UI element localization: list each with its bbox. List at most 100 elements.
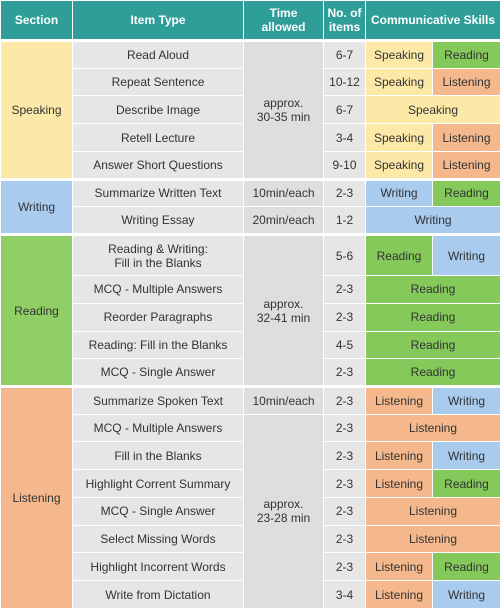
skill: Reading [431,469,500,498]
skill: Listening [364,413,500,443]
item-type: Summarize Written Text [72,177,244,208]
item-count: 3-4 [323,123,366,152]
skill: Listening [365,469,433,498]
time-allowed: approx. 30-35 min [243,39,324,180]
item-count: 1-2 [323,206,366,236]
table-row: Describe Image 6-7 Speaking [1,95,500,125]
skill: Speaking [365,67,433,97]
table-row: Highlight Corrent Summary 2-3 Listening Rea… [1,469,500,498]
time-allowed: 10min/each [243,384,324,415]
table-row: Retell Lecture 3-4 Speaking Listening [1,123,500,152]
header-cell: Communicative Skills [364,0,500,41]
header-cell: Section [0,0,73,41]
skill: Reading [431,39,500,69]
item-type: Reading: Fill in the Blanks [72,330,244,360]
skill: Listening [431,123,500,152]
table-row: Repeat Sentence 10-12 Speaking Listening [1,67,500,97]
item-type: Highlight Incorrent Words [72,552,244,582]
skill: Reading [431,552,500,582]
item-count: 10-12 [323,67,366,97]
item-count: 2-3 [323,275,366,304]
table-body: Speaking Read Aloud approx. 30-35 min 6-7 Sp… [0,39,500,609]
item-count: 2-3 [323,177,366,208]
table-row: Writing Essay 20min/each 1-2 Writing [1,206,500,236]
skill: Listening [431,67,500,97]
header-cell: Item Type [72,0,244,41]
skill: Reading [365,233,433,277]
table-row: Reading Reading & Writing: Fill in the Bl… [0,233,500,387]
item-type: Select Missing Words [72,524,244,554]
item-type: MCQ - Multiple Answers [72,413,244,443]
skill: Writing [431,233,500,277]
table-row: Listening Summarize Spoken Text 10min/each… [0,384,500,609]
item-count: 2-3 [323,413,366,443]
item-count: 6-7 [323,95,366,125]
skill: Listening [365,552,433,582]
skill: Listening [431,150,500,180]
time-allowed: approx. 32-41 min [243,233,324,387]
section-cell: Reading [0,233,73,387]
item-type: Fill in the Blanks [72,441,244,471]
section-cell: Speaking [0,39,73,180]
skill: Listening [365,580,433,609]
table-row: MCQ - Single Answer 2-3 Listening [1,496,500,526]
item-count: 3-4 [323,580,366,609]
skill: Writing [364,206,500,236]
header-cell: Time allowed [243,0,324,41]
item-count: 2-3 [323,469,366,498]
table-row: MCQ - Multiple Answers approx. 23-28 min 2… [1,413,500,609]
table-row: Writing Summarize Written Text 10min/each 2… [0,177,500,236]
skill: Listening [364,496,500,526]
time-allowed: 10min/each [243,177,324,208]
item-count: 2-3 [323,358,366,387]
section-cell: Listening [0,384,73,609]
item-type: Read Aloud [72,39,244,69]
skill: Writing [431,441,500,471]
item-type: Describe Image [72,95,244,125]
item-count: 2-3 [323,441,366,471]
skill: Speaking [364,95,500,125]
item-type: MCQ - Single Answer [72,496,244,526]
item-type: Reading & Writing: Fill in the Blanks [72,233,244,277]
skill: Reading [431,177,500,208]
item-type: Write from Dictation [72,580,244,609]
item-count: 2-3 [323,302,366,332]
time-allowed: approx. 23-28 min [243,413,324,609]
skill: Writing [365,177,433,208]
skill: Listening [365,384,433,415]
section-cell: Writing [0,177,73,236]
item-count: 2-3 [323,552,366,582]
table-row: Fill in the Blanks 2-3 Listening Writing [1,441,500,471]
item-count: 4-5 [323,330,366,360]
skill: Writing [431,580,500,609]
skill: Speaking [365,150,433,180]
header-cell: No. of items [323,0,366,41]
table-row: Speaking Read Aloud approx. 30-35 min 6-7 Sp… [0,39,500,180]
skill: Reading [364,330,500,360]
skill: Reading [364,275,500,304]
item-type: Summarize Spoken Text [72,384,244,415]
item-count: 9-10 [323,150,366,180]
item-type: Writing Essay [72,206,244,236]
item-count: 2-3 [323,496,366,526]
skill: Speaking [365,123,433,152]
item-type: MCQ - Single Answer [72,358,244,387]
item-type: Repeat Sentence [72,67,244,97]
item-count: 2-3 [323,524,366,554]
item-type: Answer Short Questions [72,150,244,180]
item-type: Highlight Corrent Summary [72,469,244,498]
skill: Speaking [365,39,433,69]
table-row: MCQ - Single Answer 2-3 Reading [1,358,500,387]
item-type: MCQ - Multiple Answers [72,275,244,304]
table-row: Select Missing Words 2-3 Listening [1,524,500,554]
skill: Listening [365,441,433,471]
skill: Reading [364,358,500,387]
time-allowed: 20min/each [243,206,324,236]
skill: Writing [431,384,500,415]
skill: Listening [364,524,500,554]
item-type: Retell Lecture [72,123,244,152]
item-type: Reorder Paragraphs [72,302,244,332]
item-count: 6-7 [323,39,366,69]
table-row: Reading: Fill in the Blanks 4-5 Reading [1,330,500,360]
